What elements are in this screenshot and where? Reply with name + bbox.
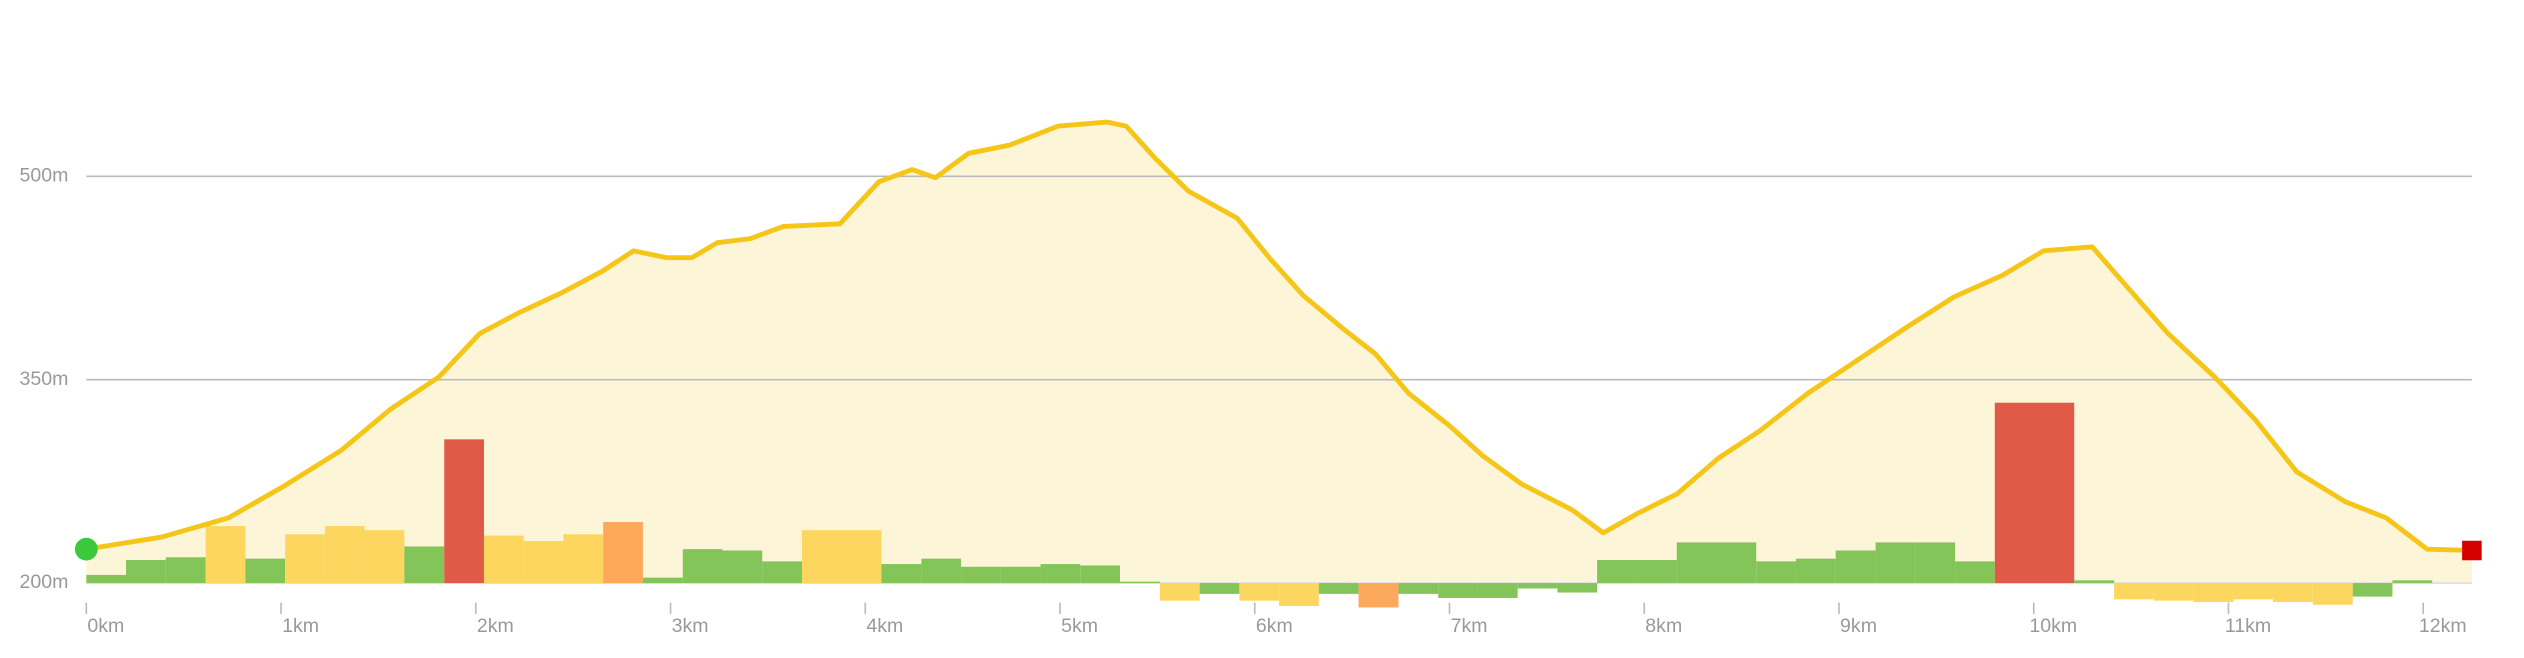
gradient-bar xyxy=(1557,583,1598,593)
gradient-bar xyxy=(2074,580,2115,584)
gradient-bar xyxy=(245,558,286,584)
gradient-bar xyxy=(881,564,922,584)
gradient-bar xyxy=(1955,561,1995,584)
gradient-bar xyxy=(841,530,882,584)
gradient-bar xyxy=(921,558,962,584)
gradient-bar xyxy=(682,549,723,584)
start-marker xyxy=(74,537,98,561)
gradient-bar xyxy=(1875,542,1916,584)
gradient-bar xyxy=(205,526,246,584)
x-tick-label: 5km xyxy=(1061,615,1098,637)
gradient-bar xyxy=(2273,583,2313,603)
gradient-bar xyxy=(324,526,365,584)
x-tick-label: 11km xyxy=(2225,615,2271,637)
x-tick-label: 4km xyxy=(866,615,903,637)
gradient-bar xyxy=(2312,583,2353,605)
gradient-bar xyxy=(603,522,643,584)
gradient-bar xyxy=(364,530,405,584)
gradient-bar xyxy=(1040,564,1081,584)
gradient-bar xyxy=(1318,583,1359,594)
gradient-bar xyxy=(961,566,1001,584)
x-tick-label: 10km xyxy=(2029,615,2077,637)
x-tick-label: 6km xyxy=(1256,615,1293,637)
gradient-bar xyxy=(1279,583,1319,607)
x-tick-label: 8km xyxy=(1645,615,1682,637)
gradient-bar xyxy=(285,534,325,584)
gradient-bar xyxy=(1199,583,1240,594)
gradient-bar xyxy=(1239,583,1280,601)
gradient-bar xyxy=(1477,583,1518,598)
gradient-bar xyxy=(642,577,683,584)
gradient-bar xyxy=(1000,566,1041,584)
gradient-bar xyxy=(2352,583,2393,597)
gradient-bar xyxy=(1080,565,1120,584)
gradient-bar xyxy=(2153,583,2194,601)
gradient-bar xyxy=(1676,542,1717,584)
gradient-bar xyxy=(1637,560,1677,584)
gradient-bar xyxy=(86,574,127,584)
gradient-bar xyxy=(1915,542,1956,584)
gradient-bar xyxy=(1517,583,1558,589)
gradient-bar xyxy=(2193,583,2234,603)
elevation-line xyxy=(85,119,2472,553)
y-tick-label: 500m xyxy=(20,164,69,186)
gradient-bar xyxy=(2392,580,2433,584)
elevation-area xyxy=(86,122,2472,584)
x-tick-label: 3km xyxy=(672,615,709,637)
gradient-bar xyxy=(126,560,166,584)
x-tick-label: 12km xyxy=(2419,615,2467,637)
x-tick-label: 9km xyxy=(1840,615,1877,637)
gradient-bar xyxy=(1716,542,1757,584)
gradient-bar xyxy=(444,439,484,584)
x-tick-label: 2km xyxy=(477,615,514,637)
gradient-bar xyxy=(483,535,524,584)
gradient-bar xyxy=(1835,550,1876,584)
end-marker xyxy=(2462,540,2482,561)
x-tick-label: 7km xyxy=(1451,615,1488,637)
gradient-bar xyxy=(404,546,445,584)
gradient-bar xyxy=(1795,558,1836,584)
gradient-bar xyxy=(2114,583,2154,600)
gradient-bar xyxy=(2233,583,2274,600)
gradient-bar xyxy=(165,557,206,584)
gradient-bar xyxy=(1994,402,2035,584)
gradient-bar xyxy=(1597,560,1638,584)
gradient-bar xyxy=(1398,583,1439,594)
gradient-bar xyxy=(2034,402,2075,584)
gradient-bar xyxy=(801,530,842,584)
gradient-bar xyxy=(523,541,564,584)
gradient-bar xyxy=(762,561,802,584)
gradient-bar xyxy=(563,534,604,584)
gradient-bar xyxy=(1159,583,1200,601)
y-tick-label: 200m xyxy=(20,571,69,593)
gradient-bar xyxy=(1358,583,1399,608)
gradient-bar xyxy=(722,550,763,584)
gradient-bar xyxy=(1756,561,1796,584)
gradient-bar xyxy=(1438,583,1478,598)
x-tick-label: 1km xyxy=(282,615,319,637)
gradient-bar xyxy=(1119,581,1160,584)
x-tick-label: 0km xyxy=(87,615,124,637)
y-tick-label: 350m xyxy=(20,368,69,390)
